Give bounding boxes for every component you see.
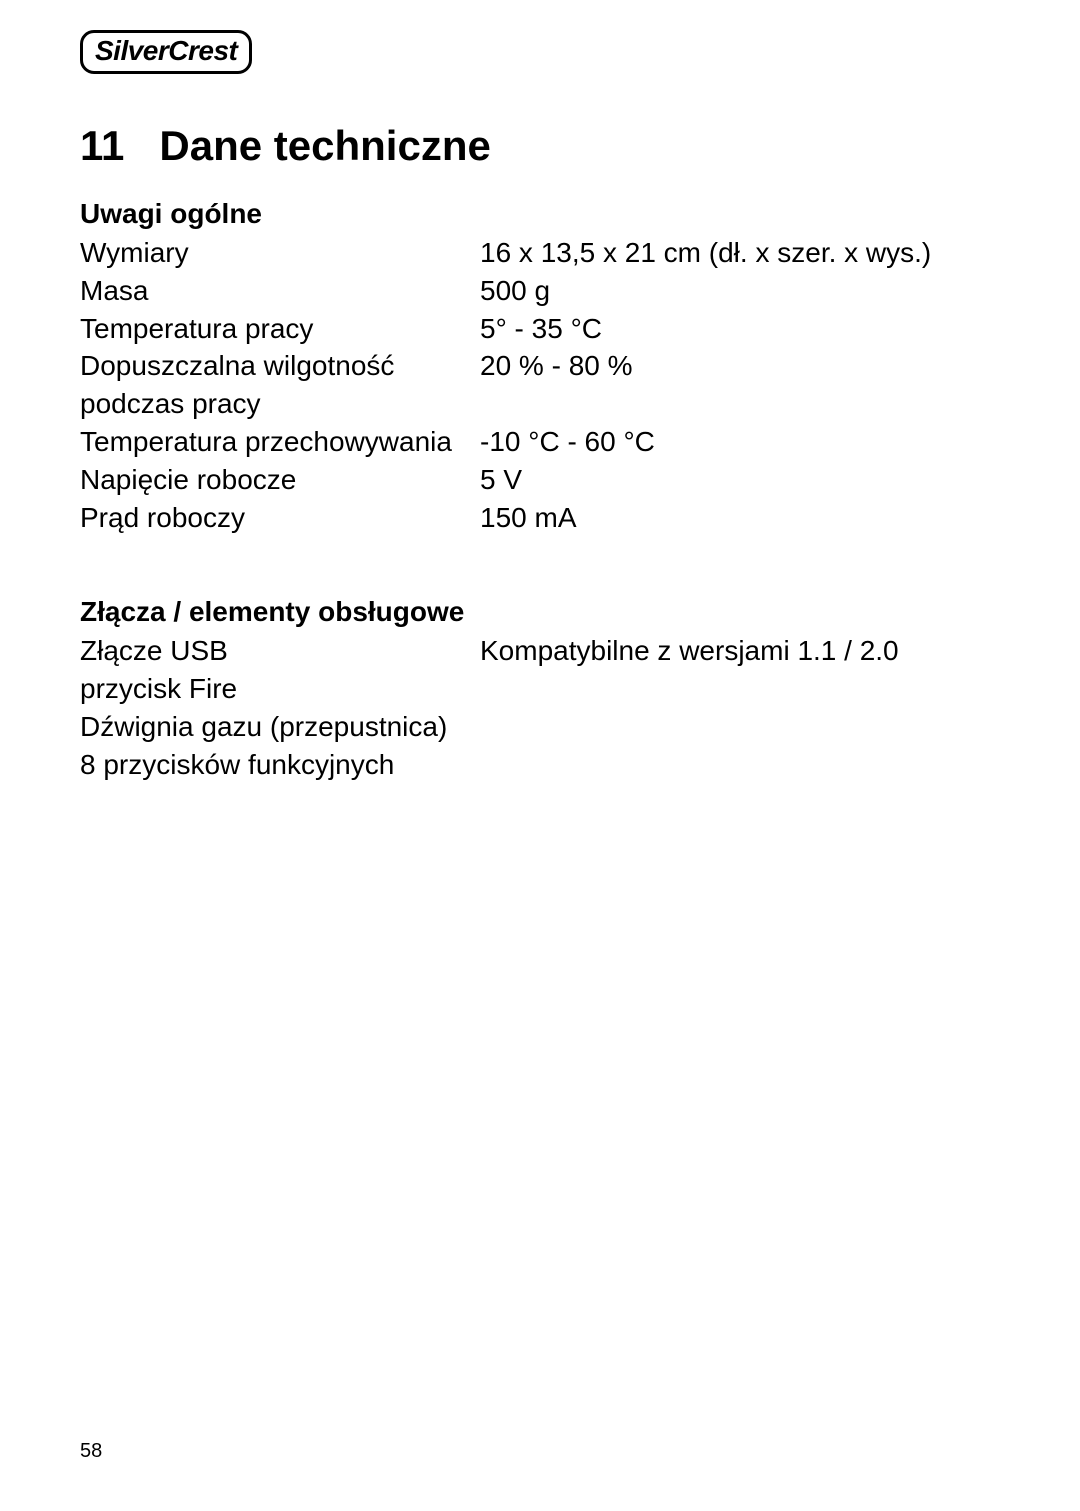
extra-item: 8 przycisków funkcyjnych (80, 746, 1000, 784)
spec-value: 500 g (480, 272, 1000, 310)
brand-logo: SilverCrest (80, 30, 252, 74)
spec-label: Temperatura pracy (80, 310, 460, 348)
section-heading: 11 Dane techniczne (80, 122, 1000, 170)
page-number: 58 (80, 1440, 102, 1463)
spec-value: -10 °C - 60 °C (480, 423, 1000, 461)
brand-logo-text: SilverCrest (95, 35, 237, 66)
spec-label: Masa (80, 272, 460, 310)
spec-value: 20 % - 80 % (480, 347, 1000, 423)
spec-value: 150 mA (480, 499, 1000, 537)
spec-label: Złącze USB (80, 632, 460, 670)
extra-item: przycisk Fire (80, 670, 1000, 708)
section-number: 11 (80, 122, 124, 169)
spec-value: 5 V (480, 461, 1000, 499)
spec-label: Wymiary (80, 234, 460, 272)
subsection-connectors-title: Złącza / elementy obsługowe (80, 596, 1000, 628)
section-title-text: Dane techniczne (159, 122, 490, 169)
spec-value: 16 x 13,5 x 21 cm (dł. x szer. x wys.) (480, 234, 1000, 272)
spec-table-general: Wymiary 16 x 13,5 x 21 cm (dł. x szer. x… (80, 234, 1000, 536)
spec-label: Temperatura przechowywania (80, 423, 460, 461)
extra-item: Dźwignia gazu (przepustnica) (80, 708, 1000, 746)
spec-table-connectors: Złącze USB Kompatybilne z wersjami 1.1 /… (80, 632, 1000, 670)
spec-value: Kompatybilne z wersjami 1.1 / 2.0 (480, 632, 1000, 670)
spec-label: Prąd roboczy (80, 499, 460, 537)
subsection-general-title: Uwagi ogólne (80, 198, 1000, 230)
spec-value: 5° - 35 °C (480, 310, 1000, 348)
spec-label: Napięcie robocze (80, 461, 460, 499)
spec-label: Dopuszczalna wilgotność podczas pracy (80, 347, 460, 423)
